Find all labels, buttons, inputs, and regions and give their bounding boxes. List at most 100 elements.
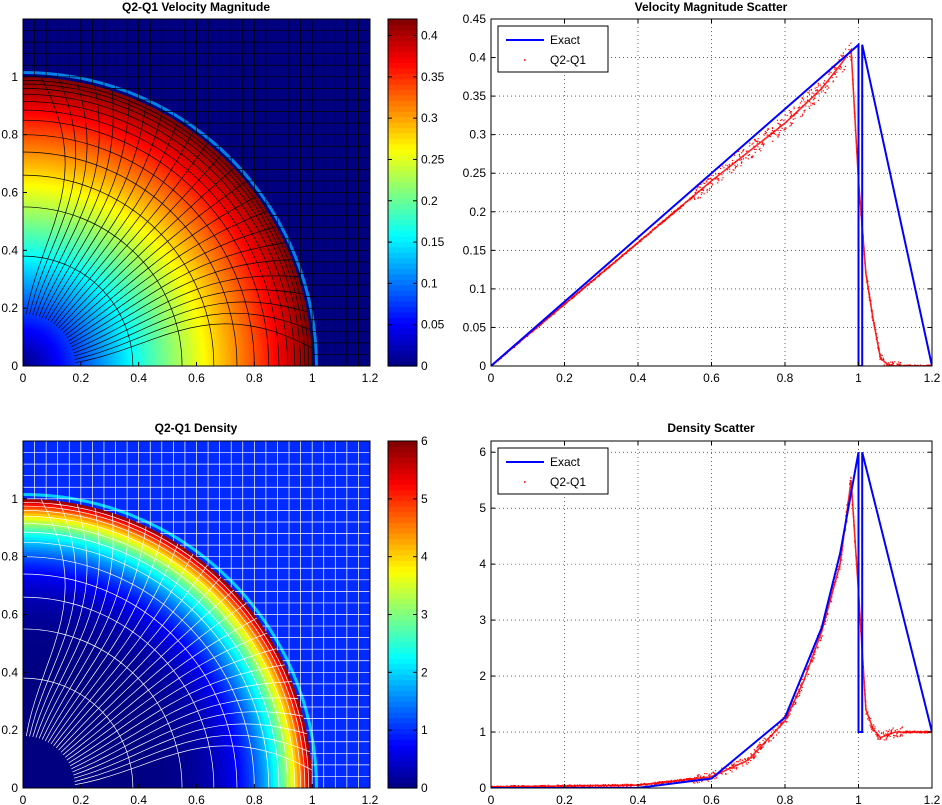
- q2q1-data-point: [777, 732, 779, 734]
- q2q1-data-point: [701, 192, 703, 194]
- q2q1-data-point: [752, 142, 754, 144]
- q2q1-data-point: [775, 734, 778, 736]
- q2q1-data-point: [882, 731, 885, 733]
- q2q1-data-point: [772, 140, 774, 142]
- q2q1-data-point: [810, 104, 812, 106]
- q2q1-data-point: [890, 730, 893, 732]
- colorbar-swatch: [388, 717, 417, 724]
- colorbar-swatch: [388, 755, 417, 762]
- q2q1-data-point: [848, 44, 850, 47]
- heatmap-band: [23, 785, 26, 788]
- q2q1-data-point: [783, 129, 785, 131]
- q2q1-data-point: [919, 364, 922, 366]
- q2q1-data-point: [804, 109, 806, 111]
- q2q1-data-point: [768, 741, 770, 743]
- colorbar-swatch: [388, 457, 417, 464]
- colorbar-swatch: [388, 782, 417, 789]
- mesh-curve: [41, 97, 130, 318]
- legend-point-swatch: [524, 481, 526, 483]
- q2q1-data-point: [753, 145, 755, 147]
- mesh-arc: [23, 628, 183, 788]
- q2q1-data-point: [848, 483, 851, 485]
- q2q1-data-point: [812, 99, 815, 101]
- legend-box: [497, 447, 609, 495]
- mesh-curve: [38, 512, 114, 739]
- q2q1-data-point: [789, 713, 791, 715]
- q2q1-data-point: [749, 145, 751, 147]
- q2q1-data-point: [805, 669, 807, 671]
- q2q1-data-point: [824, 92, 826, 94]
- q2q1-data-point: [819, 84, 821, 86]
- q2q1-data-point: [755, 140, 757, 142]
- q2q1-data-point: [807, 91, 809, 94]
- q2q1-data-point: [694, 776, 696, 779]
- mesh-curve: [55, 564, 208, 749]
- q2q1-data-point: [797, 695, 799, 697]
- q2q1-data-point: [697, 197, 699, 199]
- q2q1-data-point: [784, 128, 786, 130]
- colorbar-swatch: [388, 46, 417, 53]
- q2q1-data-point: [764, 742, 767, 744]
- q2q1-data-point: [640, 783, 642, 785]
- q2q1-data-point: [788, 109, 790, 112]
- mesh-curve: [66, 632, 268, 761]
- q2q1-data-point: [902, 732, 905, 734]
- colorbar-swatch: [388, 777, 417, 784]
- q2q1-data-point: [819, 639, 821, 642]
- q2q1-data-point: [723, 167, 725, 169]
- colorbar-tick-label: 5: [421, 492, 428, 506]
- colorbar-swatch: [388, 706, 417, 713]
- q2q1-data-point: [881, 354, 883, 357]
- mesh-arc: [23, 174, 215, 366]
- q2q1-data-point: [808, 92, 810, 94]
- q2q1-data-point: [801, 678, 803, 681]
- q2q1-data-point: [711, 182, 713, 185]
- q2q1-data-point: [832, 80, 834, 82]
- q2q1-data-point: [720, 772, 722, 774]
- q2q1-data-point: [761, 142, 764, 144]
- colorbar-swatch: [388, 149, 417, 156]
- q2q1-data-point: [750, 156, 753, 158]
- q2q1-data-point: [790, 710, 792, 712]
- q2q1-data-point: [725, 164, 727, 166]
- q2q1-data-point: [784, 114, 786, 116]
- y-tick-label: 0.25: [463, 166, 487, 180]
- q2q1-data-point: [669, 781, 672, 784]
- colorbar-swatch: [388, 451, 417, 458]
- mesh-curve: [64, 195, 258, 336]
- colorbar-swatch: [388, 684, 417, 692]
- shock-edge: [23, 70, 319, 366]
- q2q1-data-point: [714, 778, 716, 780]
- y-tick-label: 0: [11, 359, 18, 373]
- q2q1-data-point: [757, 745, 760, 747]
- q2q1-data-point: [766, 129, 768, 131]
- mesh-curve: [47, 534, 163, 743]
- colorbar-tick-label: 0.25: [421, 152, 445, 166]
- velocity-scatter-legend: Exact Q2-Q1: [497, 25, 609, 73]
- mesh-curve: [69, 242, 285, 345]
- q2q1-data-point: [767, 128, 769, 130]
- q2q1-data-point: [793, 115, 795, 117]
- q2q1-data-point: [700, 193, 702, 195]
- q2q1-data-point: [796, 112, 798, 114]
- q2q1-data-point: [800, 684, 802, 686]
- q2q1-data-point: [790, 111, 792, 113]
- q2q1-data-point: [749, 142, 751, 144]
- mesh-arc: [23, 505, 306, 788]
- colorbar-swatch: [388, 533, 417, 540]
- colorbar-swatch: [388, 360, 417, 367]
- x-tick-label: 0: [20, 793, 27, 805]
- colorbar-swatch: [388, 554, 417, 561]
- q2q1-data-point: [834, 68, 836, 70]
- y-tick-label: 0.45: [463, 12, 487, 26]
- q2q1-data-point: [843, 68, 845, 71]
- q2q1-data-point: [742, 158, 745, 160]
- q2q1-data-point: [600, 785, 602, 788]
- colorbar-swatch: [388, 538, 417, 545]
- q2q1-data-point: [766, 134, 768, 136]
- q2q1-data-point: [799, 102, 802, 104]
- colorbar-swatch: [388, 630, 417, 637]
- q2q1-data-point: [776, 134, 778, 136]
- density-scatter-legend: Exact Q2-Q1: [497, 447, 609, 495]
